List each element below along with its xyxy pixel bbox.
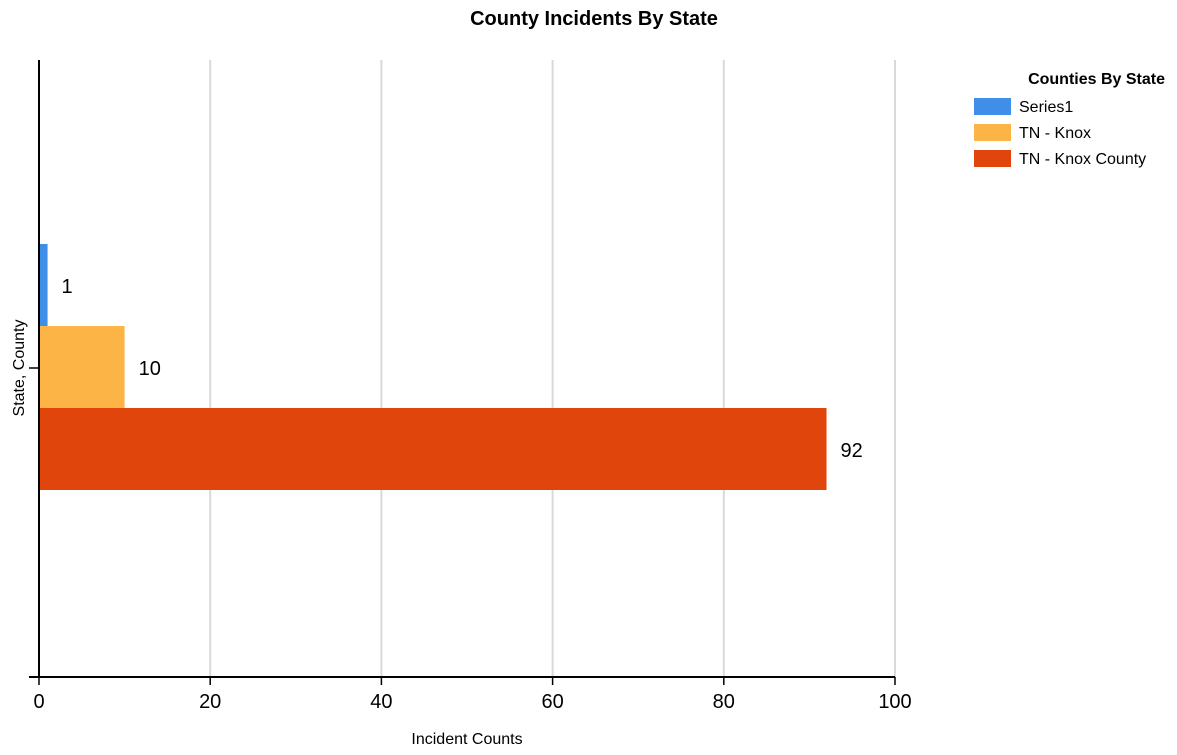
x-tick-label-2: 40 [370,691,392,713]
legend-items: Series1 TN - Knox TN - Knox County [974,98,1146,168]
chart-title: County Incidents By State [470,8,718,30]
x-tick-label-3: 60 [541,691,563,713]
x-tick-label-1: 20 [199,691,221,713]
legend-label-tn-knox-county: TN - Knox County [1019,151,1146,168]
data-label-series1: 1 [62,276,73,298]
bar-series1 [39,244,48,326]
x-tick-label-4: 80 [713,691,735,713]
grid-lines [209,60,896,677]
y-axis-label: State, County [11,320,28,417]
legend-swatch-series1 [974,98,1011,115]
legend: Counties By State Series1 TN - Knox TN - K… [974,71,1165,168]
data-label-tn-knox-county: 92 [841,440,863,462]
bar-tn-knox [39,326,125,408]
axes: 0 20 40 60 80 100 [29,60,912,713]
legend-swatch-tn-knox [974,124,1011,141]
bar-tn-knox-county [39,408,827,490]
x-tick-label-5: 100 [878,691,911,713]
legend-swatch-tn-knox-county [974,150,1011,167]
x-axis-label: Incident Counts [411,731,522,748]
legend-label-series1: Series1 [1019,99,1073,116]
bars: 1 10 92 [39,244,863,490]
data-label-tn-knox: 10 [139,358,161,380]
x-tick-label-0: 0 [33,691,44,713]
legend-title: Counties By State [1028,71,1165,88]
legend-label-tn-knox: TN - Knox [1019,125,1091,142]
